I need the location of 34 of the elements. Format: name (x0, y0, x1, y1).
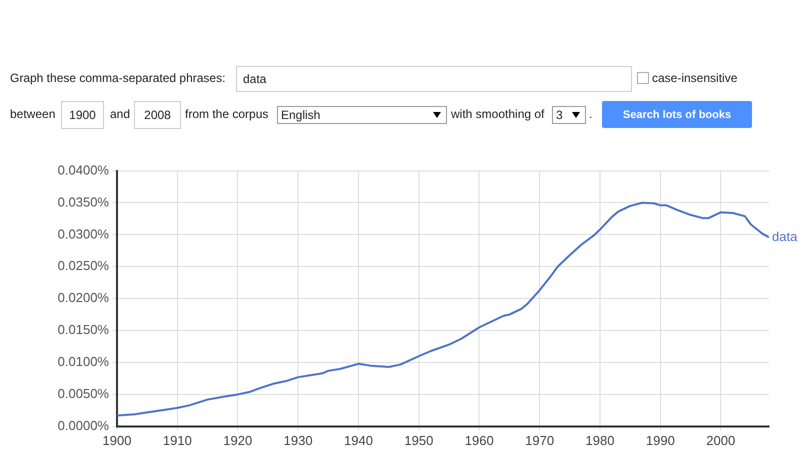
text: and (110, 107, 130, 121)
text: between (10, 107, 56, 121)
x-tick-label: 2000 (706, 432, 736, 448)
y-tick-label: 0.0000% (58, 418, 110, 433)
y-tick-label: 0.0150% (58, 322, 110, 338)
x-tick-label: 1910 (162, 432, 192, 448)
text: Search lots of books (622, 108, 732, 120)
text: 3 (556, 108, 563, 122)
x-tick-label: 1960 (464, 432, 494, 448)
y-tick-label: 0.0050% (58, 386, 110, 402)
series-label: data (772, 228, 798, 244)
text: data (243, 72, 266, 86)
text: from the corpus (185, 107, 268, 121)
text: case-insensitive (652, 71, 738, 85)
text: with smoothing of (451, 107, 544, 121)
y-tick-label: 0.0350% (58, 194, 110, 210)
x-tick-label: 1950 (404, 432, 434, 448)
text: . (589, 107, 592, 121)
y-tick-label: 0.0200% (58, 290, 110, 306)
y-tick-label: 0.0400% (58, 162, 110, 178)
text: 2008 (144, 108, 171, 122)
y-tick-label: 0.0250% (58, 258, 110, 274)
x-tick-label: 1920 (223, 432, 252, 448)
x-tick-label: 1990 (646, 432, 675, 448)
y-tick-label: 0.0100% (58, 354, 110, 370)
x-tick-label: 1940 (344, 432, 373, 448)
x-tick-label: 1930 (284, 432, 313, 448)
x-tick-label: 1970 (525, 432, 554, 448)
x-tick-label: 1900 (102, 432, 132, 448)
x-tick-label: 1980 (586, 432, 614, 448)
text: English (281, 108, 320, 122)
y-tick-label: 0.0300% (58, 226, 110, 242)
text: 1900 (69, 108, 96, 122)
text: Graph these comma-separated phrases: (10, 71, 226, 85)
